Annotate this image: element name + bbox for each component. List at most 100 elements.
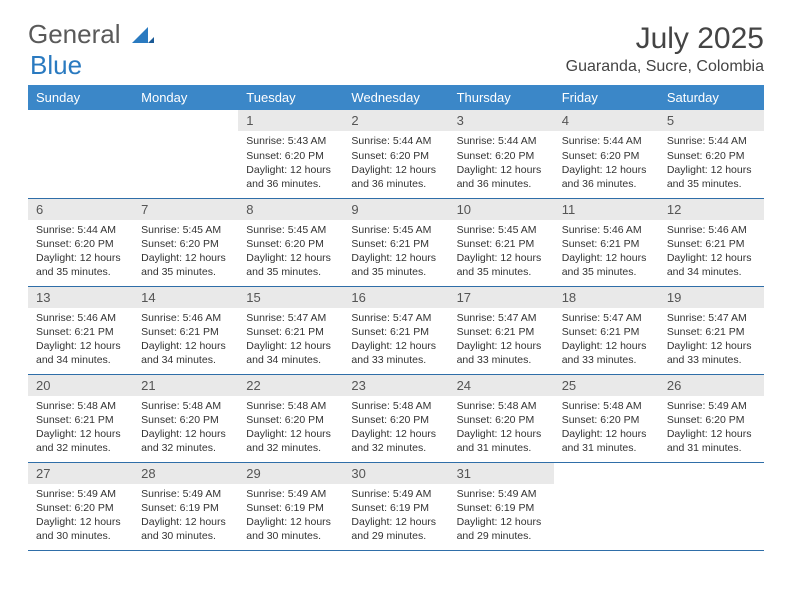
calendar-cell: 7Sunrise: 5:45 AMSunset: 6:20 PMDaylight… (133, 198, 238, 286)
day-details: Sunrise: 5:48 AMSunset: 6:21 PMDaylight:… (28, 396, 133, 462)
calendar-cell: 18Sunrise: 5:47 AMSunset: 6:21 PMDayligh… (554, 286, 659, 374)
location-text: Guaranda, Sucre, Colombia (566, 58, 764, 76)
day-number: 26 (659, 375, 764, 396)
calendar-row: 1Sunrise: 5:43 AMSunset: 6:20 PMDaylight… (28, 110, 764, 198)
day-details: Sunrise: 5:45 AMSunset: 6:20 PMDaylight:… (238, 220, 343, 286)
day-details: Sunrise: 5:44 AMSunset: 6:20 PMDaylight:… (659, 131, 764, 197)
calendar-cell: 5Sunrise: 5:44 AMSunset: 6:20 PMDaylight… (659, 110, 764, 198)
day-details: Sunrise: 5:43 AMSunset: 6:20 PMDaylight:… (238, 131, 343, 197)
day-number: 9 (343, 199, 448, 220)
day-details: Sunrise: 5:49 AMSunset: 6:19 PMDaylight:… (449, 484, 554, 550)
weekday-header: Sunday (28, 85, 133, 110)
calendar-cell: 8Sunrise: 5:45 AMSunset: 6:20 PMDaylight… (238, 198, 343, 286)
calendar-cell: 12Sunrise: 5:46 AMSunset: 6:21 PMDayligh… (659, 198, 764, 286)
calendar-cell: 26Sunrise: 5:49 AMSunset: 6:20 PMDayligh… (659, 374, 764, 462)
brand-part1: General (28, 19, 121, 49)
day-number: 12 (659, 199, 764, 220)
day-number: 29 (238, 463, 343, 484)
day-details: Sunrise: 5:47 AMSunset: 6:21 PMDaylight:… (659, 308, 764, 374)
calendar-cell: 14Sunrise: 5:46 AMSunset: 6:21 PMDayligh… (133, 286, 238, 374)
day-number: 28 (133, 463, 238, 484)
title-block: July 2025 Guaranda, Sucre, Colombia (566, 22, 764, 76)
calendar-cell (554, 462, 659, 550)
day-number: 15 (238, 287, 343, 308)
day-details: Sunrise: 5:48 AMSunset: 6:20 PMDaylight:… (343, 396, 448, 462)
calendar-cell: 16Sunrise: 5:47 AMSunset: 6:21 PMDayligh… (343, 286, 448, 374)
day-number: 21 (133, 375, 238, 396)
brand-part2: Blue (30, 53, 82, 78)
brand-logo-icon (132, 22, 154, 47)
day-number: 23 (343, 375, 448, 396)
day-number: 25 (554, 375, 659, 396)
day-number: 10 (449, 199, 554, 220)
day-number: 30 (343, 463, 448, 484)
calendar-row: 13Sunrise: 5:46 AMSunset: 6:21 PMDayligh… (28, 286, 764, 374)
day-number: 2 (343, 110, 448, 131)
brand-logo: General Blue (28, 22, 154, 77)
day-details: Sunrise: 5:46 AMSunset: 6:21 PMDaylight:… (133, 308, 238, 374)
day-number: 20 (28, 375, 133, 396)
day-number: 14 (133, 287, 238, 308)
calendar-cell: 28Sunrise: 5:49 AMSunset: 6:19 PMDayligh… (133, 462, 238, 550)
calendar-row: 27Sunrise: 5:49 AMSunset: 6:20 PMDayligh… (28, 462, 764, 550)
calendar-cell: 6Sunrise: 5:44 AMSunset: 6:20 PMDaylight… (28, 198, 133, 286)
calendar-row: 20Sunrise: 5:48 AMSunset: 6:21 PMDayligh… (28, 374, 764, 462)
day-number: 6 (28, 199, 133, 220)
day-number: 17 (449, 287, 554, 308)
day-number: 24 (449, 375, 554, 396)
calendar-cell: 30Sunrise: 5:49 AMSunset: 6:19 PMDayligh… (343, 462, 448, 550)
calendar-cell: 2Sunrise: 5:44 AMSunset: 6:20 PMDaylight… (343, 110, 448, 198)
weekday-header-row: SundayMondayTuesdayWednesdayThursdayFrid… (28, 85, 764, 110)
calendar-cell: 22Sunrise: 5:48 AMSunset: 6:20 PMDayligh… (238, 374, 343, 462)
calendar-cell (28, 110, 133, 198)
calendar-cell: 27Sunrise: 5:49 AMSunset: 6:20 PMDayligh… (28, 462, 133, 550)
weekday-header: Saturday (659, 85, 764, 110)
day-number: 31 (449, 463, 554, 484)
day-details: Sunrise: 5:47 AMSunset: 6:21 PMDaylight:… (449, 308, 554, 374)
calendar-cell (659, 462, 764, 550)
day-details: Sunrise: 5:45 AMSunset: 6:21 PMDaylight:… (449, 220, 554, 286)
calendar-cell: 4Sunrise: 5:44 AMSunset: 6:20 PMDaylight… (554, 110, 659, 198)
day-number: 27 (28, 463, 133, 484)
calendar-cell: 3Sunrise: 5:44 AMSunset: 6:20 PMDaylight… (449, 110, 554, 198)
calendar-cell: 29Sunrise: 5:49 AMSunset: 6:19 PMDayligh… (238, 462, 343, 550)
weekday-header: Monday (133, 85, 238, 110)
day-details: Sunrise: 5:49 AMSunset: 6:20 PMDaylight:… (659, 396, 764, 462)
day-details: Sunrise: 5:45 AMSunset: 6:21 PMDaylight:… (343, 220, 448, 286)
calendar-cell: 31Sunrise: 5:49 AMSunset: 6:19 PMDayligh… (449, 462, 554, 550)
weekday-header: Thursday (449, 85, 554, 110)
day-details: Sunrise: 5:49 AMSunset: 6:19 PMDaylight:… (343, 484, 448, 550)
day-details: Sunrise: 5:47 AMSunset: 6:21 PMDaylight:… (554, 308, 659, 374)
calendar-row: 6Sunrise: 5:44 AMSunset: 6:20 PMDaylight… (28, 198, 764, 286)
day-details: Sunrise: 5:44 AMSunset: 6:20 PMDaylight:… (28, 220, 133, 286)
calendar-cell: 11Sunrise: 5:46 AMSunset: 6:21 PMDayligh… (554, 198, 659, 286)
day-number: 13 (28, 287, 133, 308)
month-title: July 2025 (566, 22, 764, 56)
day-number: 18 (554, 287, 659, 308)
day-details: Sunrise: 5:49 AMSunset: 6:19 PMDaylight:… (133, 484, 238, 550)
day-details: Sunrise: 5:44 AMSunset: 6:20 PMDaylight:… (343, 131, 448, 197)
day-details: Sunrise: 5:48 AMSunset: 6:20 PMDaylight:… (238, 396, 343, 462)
day-details: Sunrise: 5:46 AMSunset: 6:21 PMDaylight:… (554, 220, 659, 286)
page-header: General Blue July 2025 Guaranda, Sucre, … (28, 22, 764, 77)
calendar-cell: 19Sunrise: 5:47 AMSunset: 6:21 PMDayligh… (659, 286, 764, 374)
day-details: Sunrise: 5:46 AMSunset: 6:21 PMDaylight:… (28, 308, 133, 374)
day-number: 19 (659, 287, 764, 308)
day-details: Sunrise: 5:47 AMSunset: 6:21 PMDaylight:… (343, 308, 448, 374)
calendar-cell: 20Sunrise: 5:48 AMSunset: 6:21 PMDayligh… (28, 374, 133, 462)
day-number: 22 (238, 375, 343, 396)
day-number: 7 (133, 199, 238, 220)
calendar-cell (133, 110, 238, 198)
calendar-table: SundayMondayTuesdayWednesdayThursdayFrid… (28, 85, 764, 551)
calendar-cell: 24Sunrise: 5:48 AMSunset: 6:20 PMDayligh… (449, 374, 554, 462)
day-details: Sunrise: 5:44 AMSunset: 6:20 PMDaylight:… (449, 131, 554, 197)
day-number: 1 (238, 110, 343, 131)
day-number: 4 (554, 110, 659, 131)
day-number: 3 (449, 110, 554, 131)
calendar-cell: 21Sunrise: 5:48 AMSunset: 6:20 PMDayligh… (133, 374, 238, 462)
day-details: Sunrise: 5:49 AMSunset: 6:20 PMDaylight:… (28, 484, 133, 550)
calendar-cell: 17Sunrise: 5:47 AMSunset: 6:21 PMDayligh… (449, 286, 554, 374)
day-details: Sunrise: 5:48 AMSunset: 6:20 PMDaylight:… (449, 396, 554, 462)
day-details: Sunrise: 5:47 AMSunset: 6:21 PMDaylight:… (238, 308, 343, 374)
day-details: Sunrise: 5:48 AMSunset: 6:20 PMDaylight:… (554, 396, 659, 462)
